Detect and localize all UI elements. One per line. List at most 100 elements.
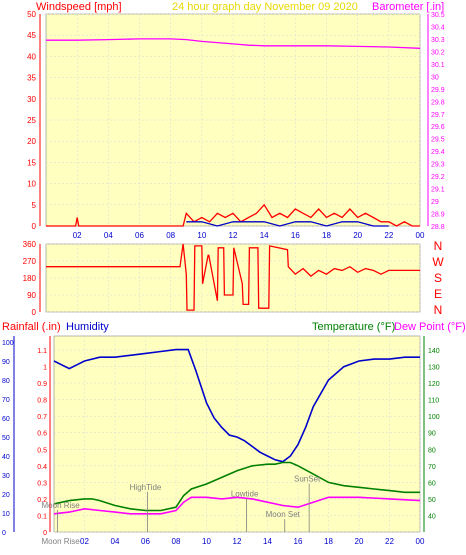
direction-degree-label: 360 [23,240,37,249]
direction-degree-label: 0 [32,308,37,317]
barometer-tick-label: 29 [431,199,439,206]
temperature-hour-label: 04 [111,537,120,546]
direction-degree-label: 180 [23,274,37,283]
temperature-tick-label: 80 [428,447,436,454]
barometer-tick-label: 30.5 [431,12,445,19]
wind-hour-label: 20 [353,231,362,240]
wind-hour-label: 14 [260,231,269,240]
barometer-tick-label: 29.6 [431,124,445,131]
temperature-tick-label: 90 [428,431,436,438]
temperature-hour-label: 16 [294,537,303,546]
annotation-label: Moon Rise [42,537,81,546]
temperature-hour-label: 00 [416,537,425,546]
temperature-hour-label: 22 [385,537,394,546]
rainfall-tick-label: 0.2 [37,497,47,504]
humidity-tick-label: 60 [2,416,10,423]
compass-label: W [432,255,444,269]
annotation-label: Moon Set [266,510,301,519]
humidity-tick-labels: 0 10 20 30 40 50 60 70 80 90 100 [2,340,14,537]
rainfall-axis-title: Rainfall (.in) [2,321,61,333]
temperature-hour-label: 10 [202,537,211,546]
wind-hour-label: 08 [166,231,175,240]
wind-hour-label: 16 [291,231,300,240]
rainfall-tick-label: 1 [43,365,47,372]
temperature-series-line [53,461,420,512]
temperature-hour-label: 06 [141,537,150,546]
temperature-tick-label: 130 [428,365,440,372]
direction-degree-label: 270 [23,257,37,266]
temperature-hour-label: 14 [263,537,272,546]
temperature-tick-label: 40 [428,513,436,520]
windspeed-tick-label: 40 [27,52,36,61]
barometer-tick-label: 29.5 [431,137,445,144]
rainfall-tick-label: 1.1 [37,348,47,355]
compass-label: N [434,303,443,317]
wind-series-line [46,203,420,227]
wind-hour-label: 06 [135,231,144,240]
temperature-hour-label: 08 [172,537,181,546]
annotation-label: SunSet [294,475,321,484]
barometer-tick-label: 29.2 [431,174,445,181]
temperature-tick-label: 110 [428,398,439,405]
humidity-tick-label: 10 [2,511,10,518]
wind-grid [39,13,429,227]
wind-hour-label: 22 [384,231,393,240]
temperature-tick-label: 140 [428,348,440,355]
windspeed-tick-label: 50 [27,10,36,19]
wind-hour-label: 00 [416,231,425,240]
humidity-tick-label: 0 [2,530,6,537]
temperature-hour-labels: 02 04 06 08 10 12 14 16 18 20 22 00 [80,537,425,546]
windspeed-tick-label: 25 [27,116,36,125]
wind-series-line [186,221,389,227]
barometer-tick-label: 30 [431,74,439,81]
humidity-tick-label: 50 [2,435,10,442]
graph-date-title: 24 hour graph day November 09 2020 [172,1,358,13]
barometer-tick-label: 29.9 [431,87,445,94]
barometer-tick-label: 30.3 [431,37,445,44]
annotation-label: Lowtide [231,489,259,498]
rainfall-tick-label: 0.9 [37,381,47,388]
barometer-tick-label: 28.9 [431,212,445,219]
humidity-tick-label: 20 [2,492,10,499]
direction-series [46,243,420,311]
barometer-tick-label: 28.8 [431,224,445,231]
windspeed-axis-title: Windspeed [mph] [36,1,122,13]
humidity-tick-label: 90 [2,359,10,366]
temperature-tick-label: 70 [428,464,436,471]
dewpoint-axis-title: Dew Point (°F) [394,321,466,333]
rainfall-tick-label: 0.6 [37,431,47,438]
wind-hour-label: 12 [229,231,238,240]
compass-label: E [434,287,442,301]
temperature-hour-label: 20 [355,537,364,546]
temperature-series-line [53,496,421,515]
rainfall-tick-labels: 0 0.1 0.2 0.3 0.4 0.5 0.6 0.7 0.8 0.9 1 1.1 [37,348,47,537]
annotation-label: Moon Rise [42,501,81,510]
windspeed-tick-label: 20 [27,137,36,146]
windspeed-tick-label: 15 [27,158,36,167]
temperature-axis-title: Temperature (°F) [312,321,395,333]
barometer-tick-label: 29.8 [431,99,445,106]
windspeed-tick-label: 35 [27,74,36,83]
temperature-tick-label: 120 [428,381,440,388]
temperature-series-line [53,348,420,463]
direction-degree-labels: 0 90 180 270 360 [23,240,37,317]
wind-barometer-chart: Windspeed [mph] 24 hour graph day Novemb… [27,1,445,240]
rainfall-tick-label: 0.4 [37,464,47,471]
compass-label: S [434,271,442,285]
humidity-tick-label: 30 [2,473,10,480]
windspeed-tick-label: 10 [27,180,36,189]
humidity-axis-title: Humidity [66,321,109,333]
rainfall-tick-label: 0.8 [37,398,47,405]
barometer-axis-title: Barometer [.in] [372,1,444,13]
rainfall-tick-label: 0 [43,530,47,537]
temperature-tick-label: 50 [428,497,436,504]
barometer-tick-label: 30.4 [431,24,445,31]
barometer-tick-label: 29.1 [431,187,445,194]
temperature-tick-label: 60 [428,480,436,487]
windspeed-tick-label: 30 [27,95,36,104]
temperature-hour-label: 02 [80,537,89,546]
wind-series [46,38,421,227]
wind-hour-label: 18 [322,231,331,240]
